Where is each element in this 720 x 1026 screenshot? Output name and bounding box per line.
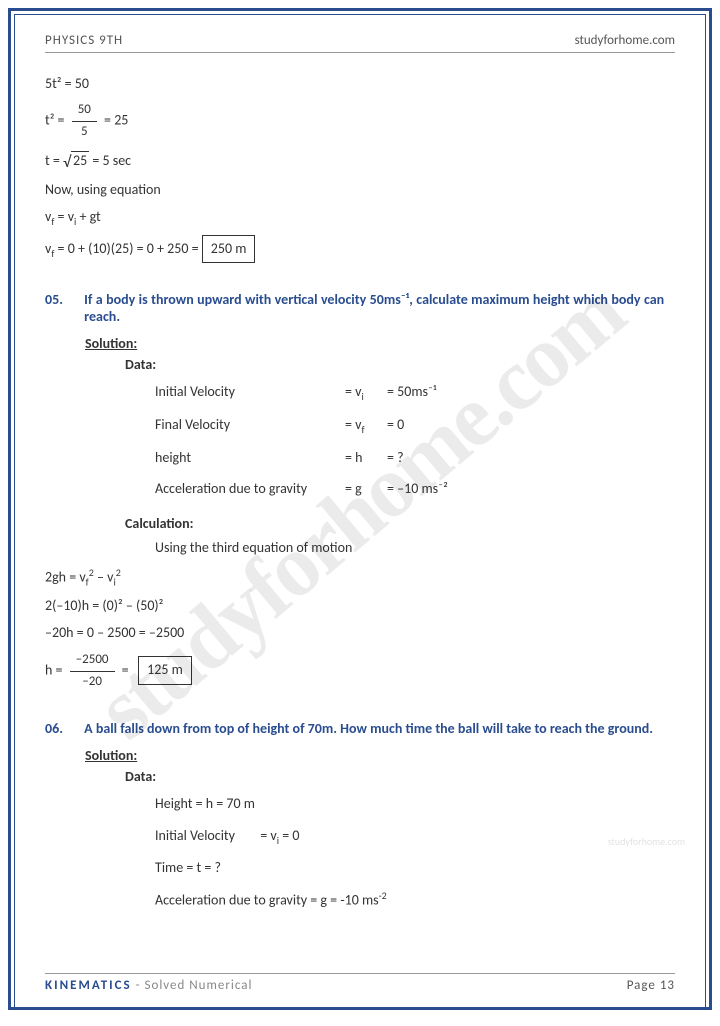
- data-row: Time = t = ?: [155, 855, 675, 880]
- data-row: Acceleration due to gravity = g = -10 ms…: [155, 887, 675, 913]
- page-border: studyforhome.com studyforhome.com PHYSIC…: [8, 8, 712, 1010]
- eq: 2gh = vf2 – vi2: [45, 565, 675, 590]
- question-number: 05.: [45, 291, 81, 308]
- question-number: 06.: [45, 720, 81, 737]
- footer-left: KINEMATICS - Solved Numerical: [45, 978, 252, 993]
- header-right: studyforhome.com: [575, 33, 675, 48]
- question-text: If a body is thrown upward with vertical…: [84, 291, 664, 325]
- eq: vf = vi + gt: [45, 206, 675, 230]
- problem-5: 05. If a body is thrown upward with vert…: [45, 291, 675, 692]
- data-label: Data:: [125, 356, 675, 373]
- data-label: Data:: [125, 768, 675, 785]
- eq: 5t² = 50: [45, 73, 675, 95]
- eq: h = –2500–20 = 125 m: [45, 650, 675, 693]
- eq: vf = 0 + (10)(25) = 0 + 250 = 250 m: [45, 235, 675, 263]
- data-row: Acceleration due to gravity= g= –10 ms⁻²: [155, 476, 675, 501]
- footer: KINEMATICS - Solved Numerical Page 13: [45, 973, 675, 993]
- solution-label: Solution:: [85, 335, 675, 352]
- page-inner: studyforhome.com studyforhome.com PHYSIC…: [14, 14, 706, 1008]
- footer-page: Page 13: [627, 978, 675, 993]
- solution-label: Solution:: [85, 747, 675, 764]
- problem-4-continuation: 5t² = 50 t² = 505 = 25 t = √25 = 5 sec N…: [45, 73, 675, 263]
- eq: Using the third equation of motion: [155, 537, 675, 559]
- data-row: Initial Velocity= vi= 50ms⁻¹: [155, 379, 675, 406]
- data-row: Final Velocity= vf= 0: [155, 412, 675, 439]
- header: PHYSICS 9TH studyforhome.com: [45, 33, 675, 53]
- eq: 2(–10)h = (0)² – (50)²: [45, 595, 675, 617]
- data-row: Height = h = 70 m: [155, 791, 675, 816]
- data-row: Initial Velocity = vi = 0: [155, 823, 675, 850]
- calculation-label: Calculation:: [125, 515, 675, 532]
- eq: t² = 505 = 25: [45, 100, 675, 143]
- question-text: A ball falls down from top of height of …: [84, 720, 664, 737]
- eq: –20h = 0 – 2500 = –2500: [45, 622, 675, 644]
- data-row: height= h= ?: [155, 445, 675, 470]
- watermark-small: studyforhome.com: [608, 835, 685, 848]
- eq: Now, using equation: [45, 179, 675, 201]
- problem-6: 06. A ball falls down from top of height…: [45, 720, 675, 912]
- header-left: PHYSICS 9TH: [45, 33, 123, 48]
- eq: t = √25 = 5 sec: [45, 148, 675, 174]
